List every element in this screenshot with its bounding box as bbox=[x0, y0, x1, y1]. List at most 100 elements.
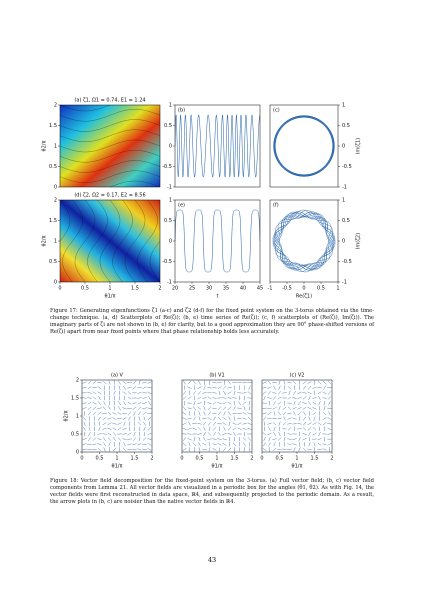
y-tick-label: 0 bbox=[169, 239, 172, 245]
arrow bbox=[187, 407, 192, 409]
arrow bbox=[117, 427, 122, 431]
arrow bbox=[92, 448, 97, 450]
arrow bbox=[147, 407, 152, 409]
arrow bbox=[229, 436, 230, 442]
arrow bbox=[328, 401, 331, 406]
y-tick-label: 1 bbox=[169, 198, 172, 204]
arrow bbox=[122, 433, 127, 435]
ring bbox=[273, 211, 335, 271]
arrow bbox=[247, 428, 252, 430]
arrow bbox=[122, 391, 127, 395]
arrow bbox=[263, 437, 266, 442]
arrow bbox=[212, 443, 217, 446]
x-tick-label: 2 bbox=[150, 456, 153, 462]
arrow bbox=[302, 427, 307, 431]
arrow bbox=[222, 397, 227, 399]
panel-label: (d) ζ2, Ω2 = 0.17, E2 = 8.56 bbox=[74, 193, 145, 199]
arrow bbox=[202, 391, 207, 394]
x-axis-label: θ1/π bbox=[105, 294, 116, 300]
arrow bbox=[203, 437, 206, 442]
y-axis-label: θ2/π bbox=[64, 411, 70, 422]
contour bbox=[60, 200, 71, 282]
arrow bbox=[283, 380, 286, 385]
arrow bbox=[322, 396, 327, 400]
arrow bbox=[103, 401, 106, 406]
arrow bbox=[302, 437, 307, 441]
ring bbox=[273, 115, 335, 177]
x-axis-label: θ1/π bbox=[292, 464, 303, 470]
arrow bbox=[127, 443, 132, 445]
arrow bbox=[283, 416, 286, 421]
arrow bbox=[297, 396, 302, 400]
arrow bbox=[308, 442, 311, 447]
ring bbox=[275, 211, 333, 271]
arrow bbox=[108, 380, 111, 385]
arrow bbox=[327, 391, 332, 395]
arrow bbox=[227, 447, 232, 452]
arrow bbox=[217, 438, 222, 440]
arrow bbox=[203, 411, 206, 416]
x-tick-label: 2 bbox=[158, 286, 161, 292]
arrow bbox=[207, 406, 212, 411]
arrow bbox=[307, 381, 312, 384]
arrow bbox=[277, 396, 282, 400]
arrow bbox=[122, 381, 127, 385]
arrow bbox=[197, 402, 202, 404]
arrow bbox=[227, 391, 232, 395]
plot-content bbox=[272, 209, 336, 273]
arrow bbox=[187, 417, 192, 420]
arrow bbox=[108, 442, 111, 447]
contour bbox=[13, 200, 33, 282]
page-number: 43 bbox=[207, 556, 217, 564]
arrow bbox=[307, 385, 312, 390]
arrow bbox=[137, 422, 142, 426]
ring bbox=[275, 117, 333, 175]
y-axis-label: θ2/π bbox=[42, 236, 48, 247]
arrow bbox=[217, 402, 222, 404]
arrow bbox=[88, 431, 91, 437]
arrow bbox=[313, 442, 316, 447]
y-axis-label: θ2/π bbox=[42, 141, 48, 152]
arrow bbox=[273, 426, 276, 431]
arrow bbox=[138, 436, 141, 442]
arrow bbox=[97, 438, 102, 441]
arrow bbox=[297, 422, 302, 425]
arrow bbox=[97, 386, 102, 390]
y-axis-label: Im(ζ2) bbox=[356, 233, 362, 249]
caption: Figure 18: Vector field decomposition fo… bbox=[50, 478, 374, 505]
arrow bbox=[138, 380, 141, 385]
arrow bbox=[182, 437, 187, 441]
arrow bbox=[187, 396, 192, 400]
arrow bbox=[107, 437, 112, 441]
arrow bbox=[307, 401, 312, 405]
arrow bbox=[202, 443, 207, 446]
arrow bbox=[247, 437, 252, 441]
arrow bbox=[302, 406, 307, 410]
y-tick-label: 0 bbox=[342, 239, 345, 245]
arrow bbox=[232, 397, 237, 399]
arrow bbox=[267, 422, 272, 425]
y-tick-label: -1 bbox=[342, 185, 347, 191]
arrow bbox=[112, 447, 117, 452]
arrow bbox=[293, 401, 296, 406]
x-tick-label: 2 bbox=[330, 456, 333, 462]
arrow bbox=[223, 447, 226, 452]
y-tick-label: 0 bbox=[76, 450, 79, 456]
arrow bbox=[278, 426, 281, 432]
arrow bbox=[242, 417, 247, 420]
arrow bbox=[193, 385, 196, 390]
arrow bbox=[297, 391, 302, 394]
arrow bbox=[292, 397, 297, 399]
arrow bbox=[228, 380, 231, 385]
arrow bbox=[232, 427, 237, 431]
arrow bbox=[268, 442, 271, 447]
arrow bbox=[318, 401, 321, 406]
arrow bbox=[248, 385, 251, 390]
arrow bbox=[222, 438, 227, 440]
arrow bbox=[317, 422, 322, 426]
arrow bbox=[117, 437, 122, 441]
arrow bbox=[97, 401, 102, 406]
arrow bbox=[197, 396, 202, 400]
arrow bbox=[319, 411, 320, 416]
